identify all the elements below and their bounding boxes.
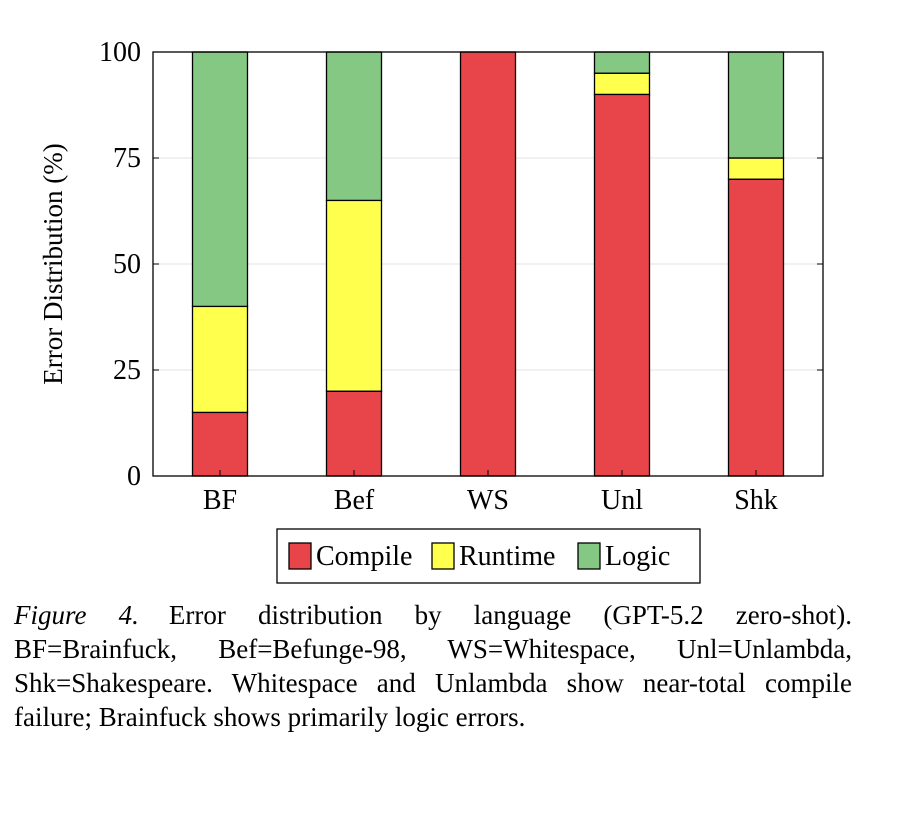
x-tick-label: Unl bbox=[601, 485, 643, 516]
x-tick-label: Shk bbox=[734, 485, 778, 516]
bar-segment-logic-shk bbox=[727, 51, 785, 159]
y-axis-title: Error Distribution (%) bbox=[38, 143, 68, 384]
legend-swatch-logic bbox=[577, 542, 601, 570]
bar-segment-logic-unl bbox=[593, 51, 651, 74]
x-tick-label: BF bbox=[203, 485, 237, 516]
y-tick-label: 50 bbox=[113, 249, 141, 280]
legend-swatch-runtime bbox=[431, 542, 455, 570]
bar-segment-logic-bf bbox=[191, 51, 249, 308]
bar-segment-compile-ws bbox=[459, 51, 517, 477]
y-tick-label: 100 bbox=[99, 37, 141, 68]
bar-segment-runtime-shk bbox=[727, 157, 785, 180]
bar-segment-runtime-bef bbox=[325, 199, 383, 392]
legend: Compile Runtime Logic bbox=[276, 528, 701, 584]
legend-label-runtime: Runtime bbox=[459, 541, 555, 572]
bars bbox=[191, 51, 785, 477]
y-tick-label: 75 bbox=[113, 143, 141, 174]
bar-segment-runtime-bf bbox=[191, 305, 249, 414]
bar-segment-runtime-unl bbox=[593, 72, 651, 96]
bar-segment-compile-bef bbox=[325, 390, 383, 477]
figure-caption: Figure 4. Error distribution by language … bbox=[14, 598, 852, 734]
legend-swatch-compile bbox=[288, 542, 312, 570]
y-axis-ticks: 0 25 50 75 100 bbox=[99, 37, 823, 492]
y-tick-label: 25 bbox=[113, 355, 141, 386]
bar-segment-compile-unl bbox=[593, 93, 651, 477]
bar-segment-logic-bef bbox=[325, 51, 383, 202]
y-tick-label: 0 bbox=[127, 461, 141, 492]
stacked-bar-chart: 0 25 50 75 100 BF Bef WS Unl Shk Error Distribut… bbox=[38, 37, 824, 584]
bar-segment-compile-shk bbox=[727, 178, 785, 477]
x-tick-label: Bef bbox=[334, 485, 375, 516]
caption-text: Error distribution by language (GPT-5.2 … bbox=[14, 600, 853, 732]
legend-label-compile: Compile bbox=[316, 541, 412, 572]
x-tick-label: WS bbox=[467, 485, 509, 516]
figure-label: Figure 4. bbox=[14, 600, 139, 630]
x-axis-categories: BF Bef WS Unl Shk bbox=[203, 470, 778, 516]
legend-label-logic: Logic bbox=[605, 541, 670, 572]
bar-segment-compile-bf bbox=[191, 411, 249, 477]
legend-box bbox=[276, 528, 701, 584]
